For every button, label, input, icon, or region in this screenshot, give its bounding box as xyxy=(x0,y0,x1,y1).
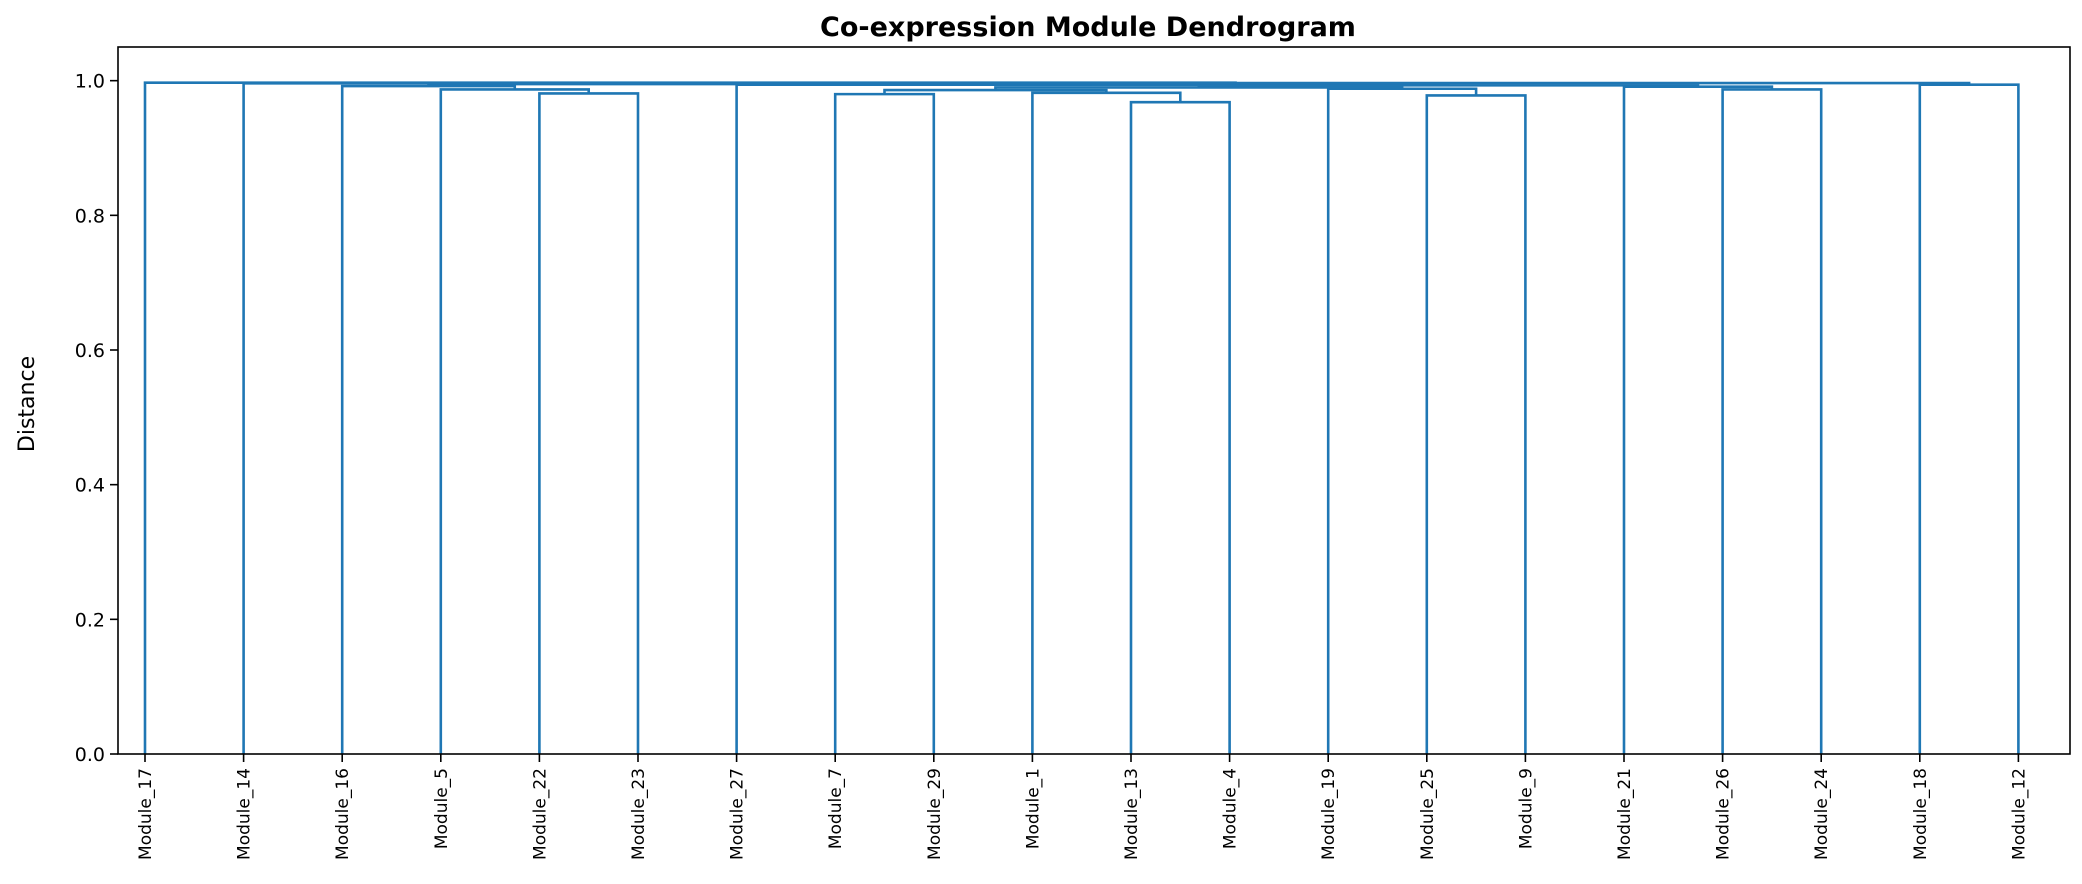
dendrogram-link xyxy=(1129,100,1231,754)
leaf-label-module-9: Module_9 xyxy=(1516,768,1536,849)
y-tick-label: 0.2 xyxy=(75,609,105,631)
leaf-label-module-12: Module_12 xyxy=(2009,768,2029,860)
leaf-label-module-26: Module_26 xyxy=(1714,768,1734,860)
plot-frame xyxy=(117,46,2071,755)
leaf-label-module-7: Module_7 xyxy=(826,768,846,849)
y-tick-label: 0.4 xyxy=(75,475,105,497)
leaf-label-module-19: Module_19 xyxy=(1319,768,1339,860)
leaf-label-module-4: Module_4 xyxy=(1221,768,1241,849)
dendrogram-link xyxy=(1031,91,1182,754)
leaf-label-module-18: Module_18 xyxy=(1911,768,1931,860)
x-axis-ticks: Module_17 Module_14 Module_16 Module_5 Modul… xyxy=(136,754,2029,860)
leaf-label-module-29: Module_29 xyxy=(925,768,945,860)
leaf-label-module-13: Module_13 xyxy=(1122,768,1142,860)
dendrogram-link xyxy=(242,82,762,754)
dendrogram-link xyxy=(538,92,640,754)
leaf-label-module-17: Module_17 xyxy=(136,768,156,860)
y-tick-label: 0.0 xyxy=(75,744,105,766)
dendrogram-links xyxy=(143,81,2020,754)
dendrogram-link xyxy=(833,92,936,754)
dendrogram-link xyxy=(439,88,590,754)
dendrogram-link xyxy=(340,84,517,754)
leaf-label-module-16: Module_16 xyxy=(333,768,353,860)
leaf-label-module-24: Module_24 xyxy=(1812,768,1832,860)
leaf-label-module-23: Module_23 xyxy=(629,768,649,860)
leaf-label-module-1: Module_1 xyxy=(1023,768,1043,849)
y-axis-ticks: 0.0 0.2 0.4 0.6 0.8 1.0 xyxy=(75,71,118,766)
chart-title: Co-expression Module Dendrogram xyxy=(820,12,1356,43)
dendrogram-link xyxy=(1622,85,1774,754)
leaf-label-module-27: Module_27 xyxy=(728,768,748,860)
dendrogram-link xyxy=(1425,94,1527,754)
leaf-label-module-5: Module_5 xyxy=(432,768,452,849)
leaf-label-module-25: Module_25 xyxy=(1418,768,1438,860)
leaf-label-module-22: Module_22 xyxy=(530,768,550,860)
y-tick-label: 0.8 xyxy=(75,205,105,227)
dendrogram-link xyxy=(735,83,1450,754)
y-tick-label: 1.0 xyxy=(75,71,105,93)
dendrogram-link xyxy=(1326,87,1478,754)
y-axis-label: Distance xyxy=(15,356,40,452)
dendrogram-link xyxy=(143,81,1237,754)
leaf-label-module-14: Module_14 xyxy=(235,768,255,860)
dendrogram-link xyxy=(1721,88,1823,754)
y-tick-label: 0.6 xyxy=(75,340,105,362)
leaf-label-module-21: Module_21 xyxy=(1615,768,1635,860)
dendrogram-link xyxy=(1918,83,2020,754)
